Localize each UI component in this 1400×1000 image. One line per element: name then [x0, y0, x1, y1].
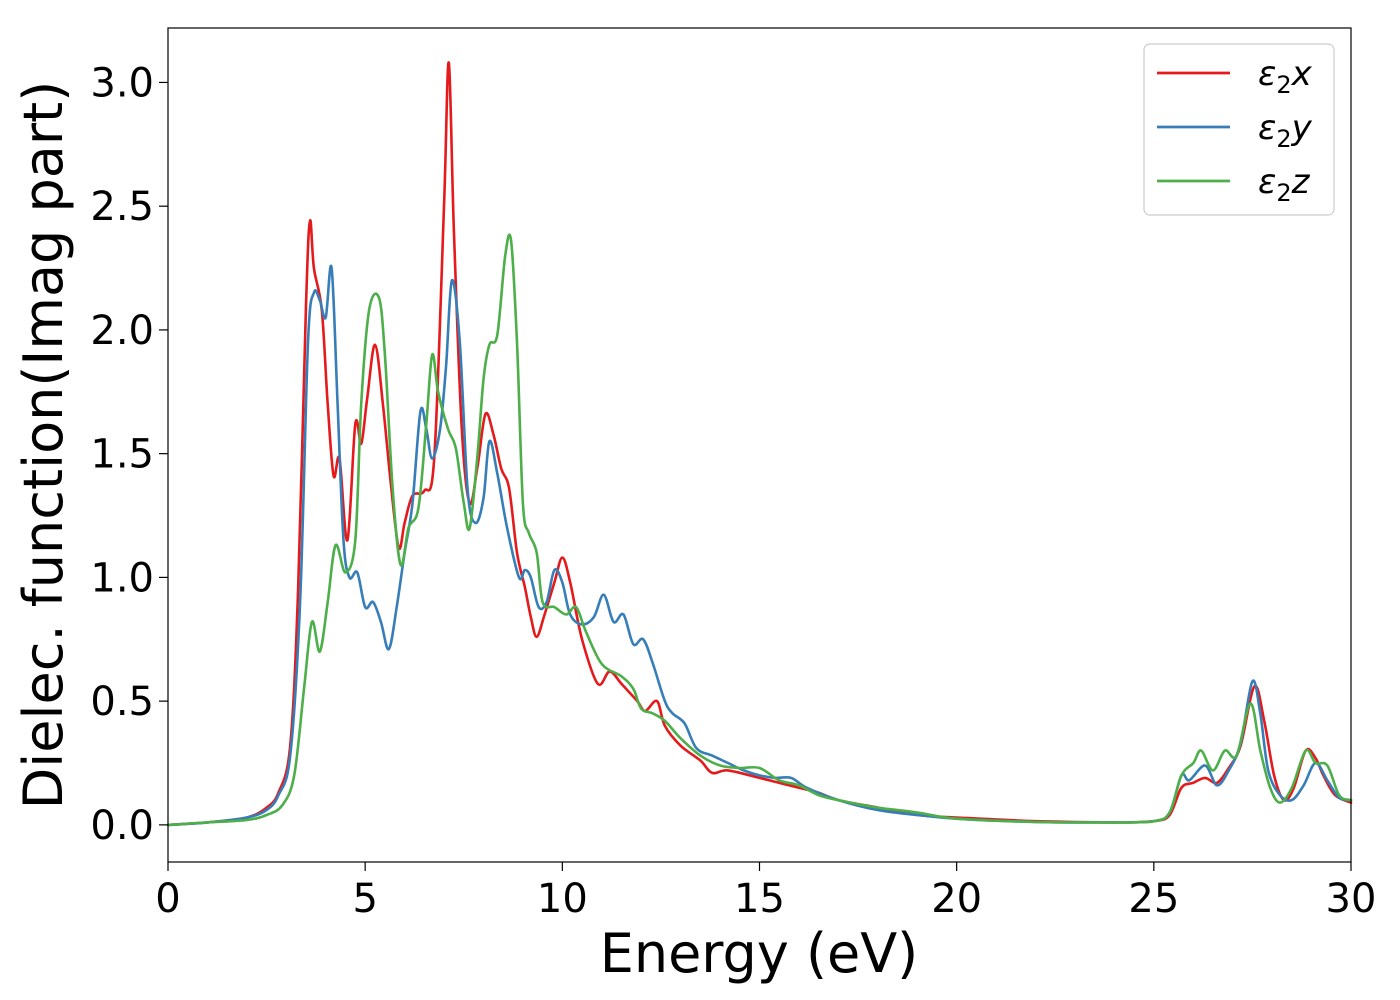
x-tick-label: 10	[537, 876, 588, 922]
legend-entry-label: ε2z	[1258, 162, 1311, 207]
legend-box	[1143, 43, 1335, 216]
legend: ε2x ε2y ε2z	[1143, 43, 1335, 216]
legend-entries: ε2x ε2y ε2z	[1157, 54, 1313, 207]
legend-entry-label: ε2x	[1258, 54, 1313, 99]
x-tick-label: 5	[352, 876, 377, 922]
y-axis: 0.0 0.5 1.0 1.5 2.0 2.5 3.0	[90, 60, 168, 849]
x-tick-label: 20	[931, 876, 982, 922]
y-tick-label: 1.5	[90, 432, 154, 478]
series-line-y	[166, 264, 1353, 827]
y-tick-label: 1.0	[90, 555, 154, 601]
x-tick-label: 0	[155, 876, 180, 922]
y-tick-label: 2.5	[90, 184, 154, 230]
y-tick-label: 0.0	[90, 803, 154, 849]
y-tick-label: 2.0	[90, 308, 154, 354]
x-axis-label: Energy (eV)	[600, 922, 919, 985]
legend-entry-label: ε2y	[1258, 108, 1313, 153]
x-tick-label: 25	[1128, 876, 1179, 922]
series-line-z	[166, 233, 1353, 827]
plot-lines	[166, 61, 1353, 827]
x-tick-label: 30	[1326, 876, 1377, 922]
y-tick-label: 0.5	[90, 679, 154, 725]
y-tick-label: 3.0	[90, 60, 154, 106]
x-axis: 0 5 10 15 20 25 30	[155, 862, 1376, 922]
x-tick-label: 15	[734, 876, 785, 922]
y-axis-label: Dielec. function(Imag part)	[12, 81, 75, 810]
